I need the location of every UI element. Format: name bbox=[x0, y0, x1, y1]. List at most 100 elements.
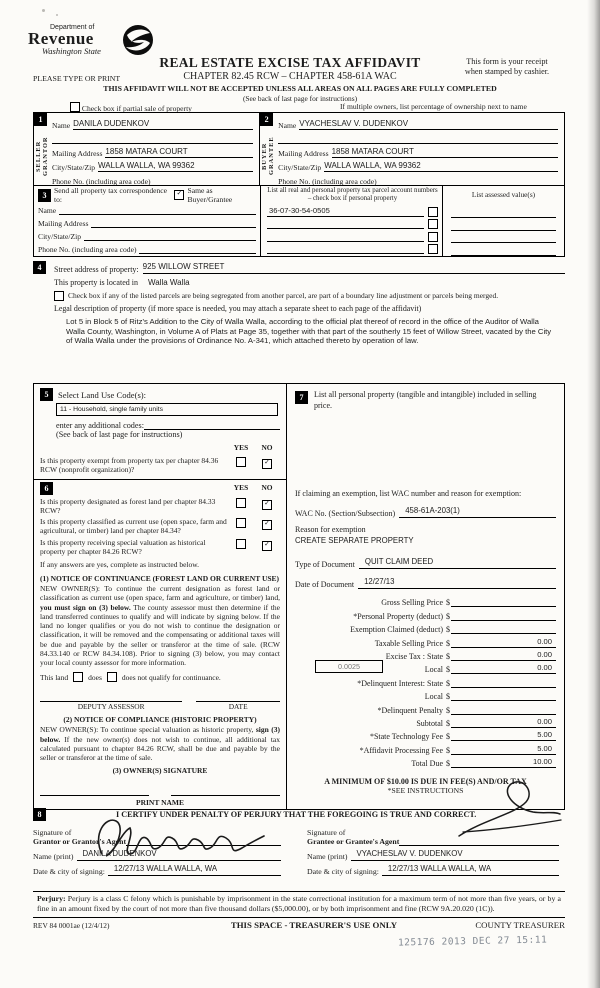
reason-exemption-value[interactable]: CREATE SEPARATE PROPERTY bbox=[295, 535, 414, 545]
gross-selling-price-label: Gross Selling Price bbox=[381, 598, 443, 608]
dollar-sign: $ bbox=[446, 718, 450, 728]
seller-name2-input[interactable] bbox=[52, 134, 254, 144]
land-use-code-select[interactable]: 11 - Household, single family units bbox=[56, 403, 278, 416]
land-does-not-checkbox[interactable] bbox=[106, 672, 117, 683]
grantee-signature-line[interactable] bbox=[399, 833, 559, 846]
grantee-sig-label-2: Grantee or Grantee's Agent bbox=[307, 837, 400, 846]
parcel-personal-checkbox-2[interactable] bbox=[428, 219, 438, 229]
segregated-checkbox[interactable] bbox=[54, 291, 64, 301]
personal-property-deduct-input[interactable] bbox=[451, 610, 556, 621]
grantor-date-input[interactable]: 12/27/13 WALLA WALLA, WA bbox=[107, 864, 281, 876]
located-in-value[interactable]: Walla Walla bbox=[147, 278, 190, 287]
seller-csz-input[interactable]: WALLA WALLA, WA 99362 bbox=[98, 161, 254, 172]
parcel-personal-checkbox-4[interactable] bbox=[428, 244, 438, 254]
form-title: REAL ESTATE EXCISE TAX AFFIDAVIT bbox=[159, 55, 421, 70]
buyer-name-input[interactable]: VYACHESLAV V. DUDENKOV bbox=[299, 119, 558, 130]
parcel-input-4[interactable] bbox=[267, 243, 424, 254]
excise-tax-state-input[interactable]: 0.00 bbox=[451, 650, 556, 661]
excise-tax-local-input[interactable]: 0.00 bbox=[451, 663, 556, 675]
parcel-input-2[interactable] bbox=[267, 218, 424, 229]
current-use-no-checkbox[interactable]: ✓ bbox=[262, 520, 272, 531]
exemption-claimed-input[interactable] bbox=[451, 623, 556, 635]
same-as-buyer-checkbox[interactable]: ✓ bbox=[174, 190, 185, 200]
taxable-selling-price-input[interactable]: 0.00 bbox=[451, 637, 556, 648]
exempt-no-checkbox[interactable]: ✓ bbox=[262, 459, 272, 469]
section3-badge: 3 bbox=[38, 188, 51, 202]
assessor-date-line[interactable] bbox=[196, 691, 280, 703]
delinquent-interest-state-label: *Delinquent Interest: State bbox=[357, 678, 443, 688]
forest-yes-checkbox[interactable] bbox=[236, 497, 246, 508]
buyer-phone-label: Phone No. (including area code) bbox=[278, 177, 377, 186]
county-treasurer-label: COUNTY TREASURER bbox=[475, 920, 565, 930]
partial-sale-checkbox[interactable] bbox=[70, 102, 80, 112]
grantor-signature-line[interactable] bbox=[126, 833, 281, 846]
form-chapter: CHAPTER 82.45 RCW – CHAPTER 458-61A WAC bbox=[183, 71, 397, 82]
parcel-personal-checkbox-1[interactable] bbox=[428, 206, 438, 217]
historic-yes-checkbox[interactable] bbox=[236, 538, 246, 549]
owner-signature-line-2[interactable] bbox=[171, 786, 280, 797]
buyer-name2-input[interactable] bbox=[278, 134, 558, 144]
current-use-yes-checkbox[interactable] bbox=[236, 518, 246, 529]
forest-land-question: Is this property designated as forest la… bbox=[40, 496, 216, 515]
print-name-label: PRINT NAME bbox=[136, 798, 184, 808]
affidavit-processing-fee-input[interactable]: 5.00 bbox=[451, 744, 556, 755]
parcel-input-1[interactable]: 36-07-30-54-0505 bbox=[267, 206, 424, 217]
correspondence-column: 3 Send all property tax correspondence t… bbox=[34, 186, 261, 257]
grantor-date-label: Date & city of signing: bbox=[33, 867, 105, 876]
owner-signature-line-1[interactable] bbox=[40, 786, 149, 797]
total-due-input[interactable]: 10.00 bbox=[451, 757, 556, 769]
gross-selling-price-input[interactable] bbox=[451, 596, 556, 608]
grantor-print-input[interactable]: DANILA DUDENKOV bbox=[76, 849, 281, 861]
buyer-phone-input[interactable] bbox=[379, 175, 558, 186]
corr-name-input[interactable] bbox=[59, 204, 256, 215]
grantee-print-input[interactable]: VYACHESLAV V. DUDENKOV bbox=[350, 849, 559, 861]
this-land-label: This land bbox=[40, 672, 69, 682]
affidavit-processing-fee-label: *Affidavit Processing Fee bbox=[359, 745, 443, 755]
buyer-mailing-input[interactable]: 1858 MATARA COURT bbox=[331, 147, 558, 158]
corr-csz-input[interactable] bbox=[84, 230, 256, 241]
assessed-input-3[interactable] bbox=[451, 232, 556, 243]
grantee-date-input[interactable]: 12/27/13 WALLA WALLA, WA bbox=[381, 864, 559, 876]
corr-phone-input[interactable] bbox=[139, 243, 256, 254]
middle-columns: 5 Select Land Use Code(s): 11 - Househol… bbox=[33, 383, 565, 810]
personal-property-blank-area[interactable] bbox=[295, 411, 556, 489]
state-technology-fee-input[interactable]: 5.00 bbox=[451, 730, 556, 742]
assessed-input-4[interactable] bbox=[451, 245, 556, 256]
deputy-assessor-signature-line[interactable] bbox=[40, 691, 183, 703]
check-icon: ✓ bbox=[264, 499, 270, 507]
exempt-yes-checkbox[interactable] bbox=[236, 457, 246, 467]
certification-section: 8 I CERTIFY UNDER PENALTY OF PERJURY THA… bbox=[33, 808, 565, 876]
dollar-sign: $ bbox=[446, 665, 450, 675]
delinquent-interest-state-input[interactable] bbox=[451, 677, 556, 688]
buyer-sidebar: 2 BUYER GRANTEE bbox=[260, 113, 276, 185]
wac-number-input[interactable]: 458-61A-203(1) bbox=[399, 506, 556, 518]
buyer-csz-input[interactable]: WALLA WALLA, WA 99362 bbox=[324, 161, 558, 172]
date-of-document-input[interactable]: 12/27/13 bbox=[358, 577, 556, 589]
delinquent-interest-local-input[interactable] bbox=[451, 690, 556, 702]
delinquent-penalty-input[interactable] bbox=[451, 704, 556, 715]
seller-name-input[interactable]: DANILA DUDENKOV bbox=[73, 119, 254, 130]
see-back-note-2: (See back of last page for instructions) bbox=[56, 430, 183, 439]
parcel-input-3[interactable] bbox=[267, 231, 424, 242]
check-icon: ✓ bbox=[264, 540, 270, 548]
street-address-label: Street address of property: bbox=[54, 265, 139, 274]
parcel-personal-checkbox-3[interactable] bbox=[428, 231, 438, 242]
assessed-input-2[interactable] bbox=[451, 220, 556, 231]
assessed-value-column: List assessed value(s) bbox=[443, 186, 564, 257]
dollar-sign: $ bbox=[446, 611, 450, 621]
historic-no-checkbox[interactable]: ✓ bbox=[262, 540, 272, 551]
corr-mailing-input[interactable] bbox=[91, 217, 256, 228]
dollar-sign: $ bbox=[446, 638, 450, 648]
type-of-document-input[interactable]: QUIT CLAIM DEED bbox=[358, 557, 556, 569]
subtotal-input[interactable]: 0.00 bbox=[451, 717, 556, 728]
additional-codes-input[interactable] bbox=[143, 420, 280, 430]
seller-mailing-input[interactable]: 1858 MATARA COURT bbox=[105, 147, 254, 158]
seller-phone-input[interactable] bbox=[153, 175, 254, 186]
street-address-input[interactable]: 925 WILLOW STREET bbox=[142, 262, 565, 274]
dollar-sign: $ bbox=[446, 732, 450, 742]
assessed-input-1[interactable] bbox=[451, 207, 556, 218]
land-does-checkbox[interactable] bbox=[73, 672, 84, 683]
dollar-sign: $ bbox=[446, 705, 450, 715]
forest-no-checkbox[interactable]: ✓ bbox=[262, 499, 272, 510]
